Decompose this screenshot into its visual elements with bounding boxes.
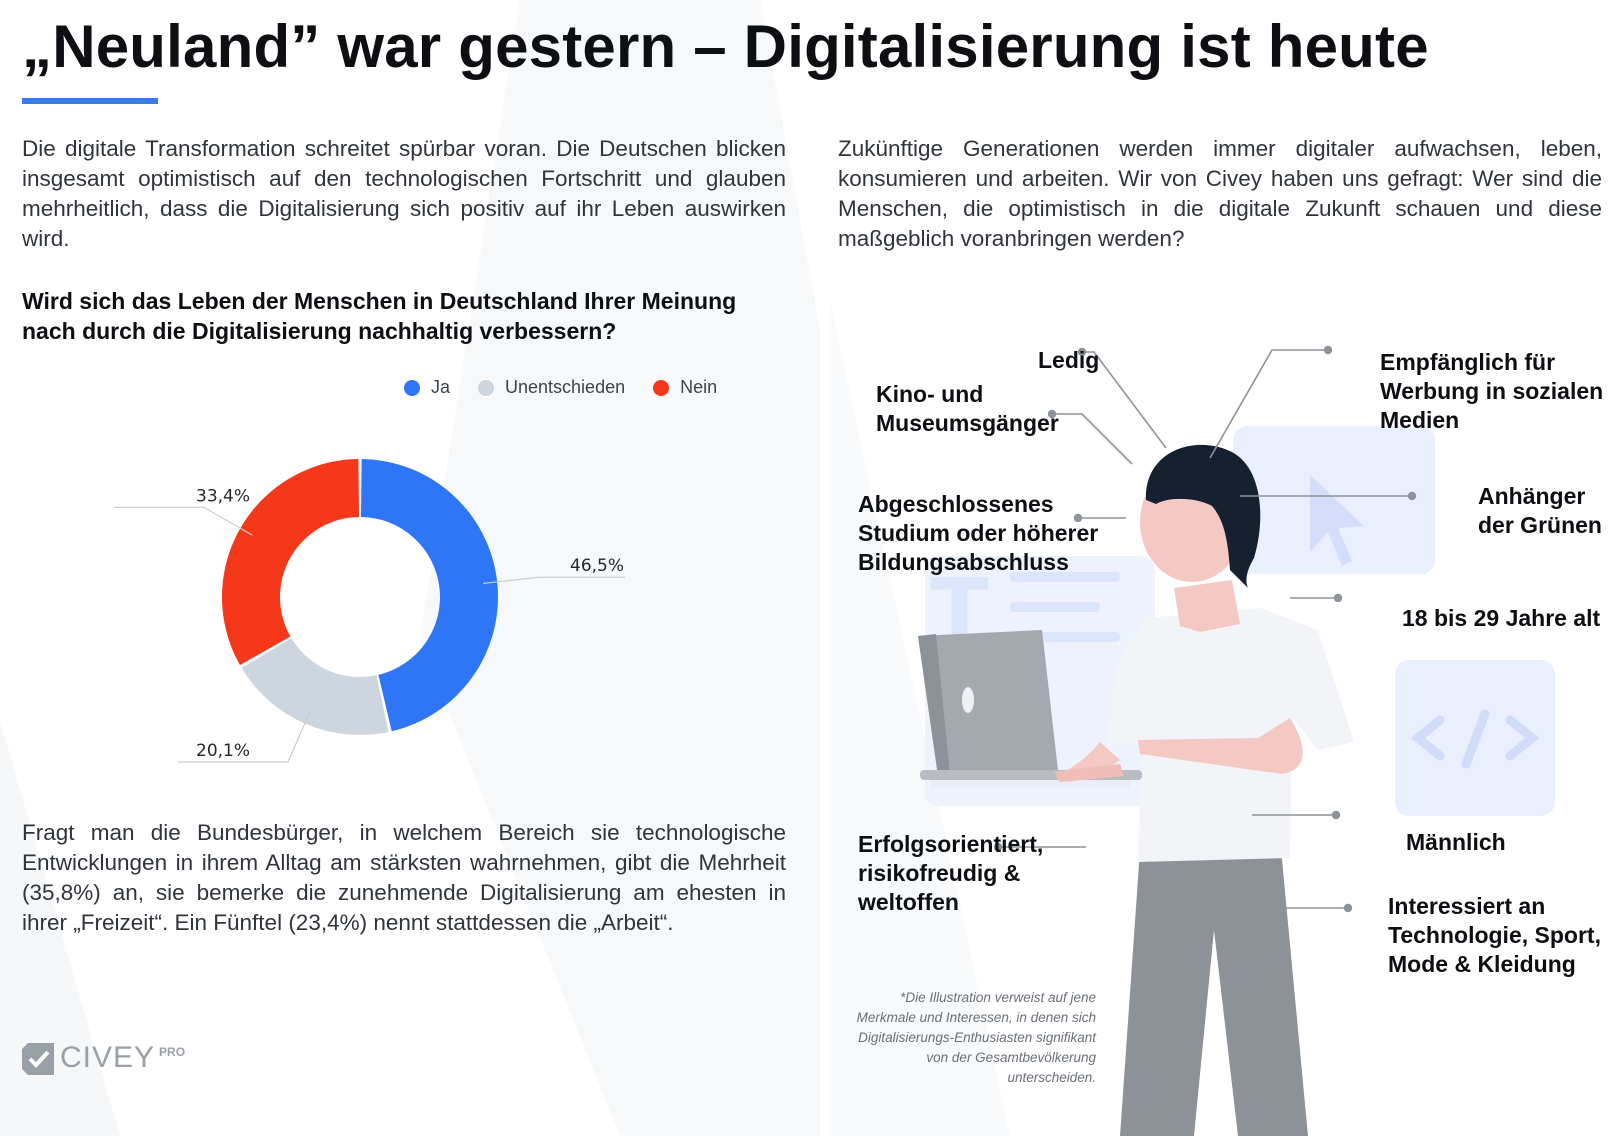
legend-label: Nein xyxy=(680,377,718,397)
legend-label: Unentschieden xyxy=(505,377,626,397)
chart-title: Wird sich das Leben der Menschen in Deut… xyxy=(22,288,737,344)
attr-erfolg: Erfolgsorientiert, risikofreudig & welto… xyxy=(858,831,1044,915)
brand-name: CIVEY xyxy=(60,1041,156,1074)
code-icon xyxy=(1395,660,1555,816)
person-illustration: T xyxy=(918,345,1555,1136)
slice-unentschieden xyxy=(241,638,389,735)
data-label: 33,4% xyxy=(196,486,250,506)
slice-ja xyxy=(360,459,499,732)
illustration-footnote: *Die Illustration verweist auf jene Merk… xyxy=(856,990,1096,1085)
attr-kino: Kino- und Museumsgänger xyxy=(876,381,1059,436)
attr-maennlich: Männlich xyxy=(1406,829,1506,855)
attr-studium: Abgeschlossenes Studium oder höherer Bil… xyxy=(858,491,1099,575)
slice-nein xyxy=(221,459,360,666)
civey-logo: CIVEY PRO xyxy=(22,1043,185,1075)
page-title: „Neuland” war gestern – Digitalisierung … xyxy=(22,13,1429,80)
attr-werbung: Empfänglich für Werbung in sozialen Medi… xyxy=(1380,349,1604,433)
data-label: 20,1% xyxy=(196,741,250,761)
attr-ledig: Ledig xyxy=(1038,347,1100,373)
leader-line xyxy=(483,576,625,584)
donut-chart: 46,5% 20,1% 33,4% xyxy=(113,459,625,763)
intro-left-paragraph: Die digitale Transformation schreitet sp… xyxy=(22,136,786,251)
intro-right-paragraph: Zukünftige Generationen werden immer dig… xyxy=(838,136,1602,251)
leader-line xyxy=(113,506,253,536)
outro-left-paragraph: Fragt man die Bundesbürger, in welchem B… xyxy=(22,820,786,935)
legend-swatch xyxy=(653,379,670,396)
data-label: 46,5% xyxy=(570,556,624,576)
legend-swatch xyxy=(404,379,420,396)
attr-gruene: Anhänger der Grünen xyxy=(1478,483,1602,538)
connector-lines xyxy=(998,349,1412,909)
attr-alter: 18 bis 29 Jahre alt xyxy=(1402,605,1601,631)
connector-dots xyxy=(993,345,1417,913)
cursor-icon xyxy=(1310,475,1364,566)
chart-legend: Ja Unentschieden Nein xyxy=(404,377,745,398)
civey-logo-icon xyxy=(22,1043,54,1075)
legend-item-ja: Ja xyxy=(404,377,450,398)
brand-suffix: PRO xyxy=(159,1045,186,1059)
title-underline xyxy=(22,98,158,104)
attr-interessen: Interessiert an Technologie, Sport, Mode… xyxy=(1388,893,1601,977)
legend-swatch xyxy=(478,379,495,396)
leader-line xyxy=(177,710,311,763)
legend-item-nein: Nein xyxy=(653,377,717,398)
legend-label: Ja xyxy=(431,377,451,397)
legend-item-unentschieden: Unentschieden xyxy=(478,377,625,398)
